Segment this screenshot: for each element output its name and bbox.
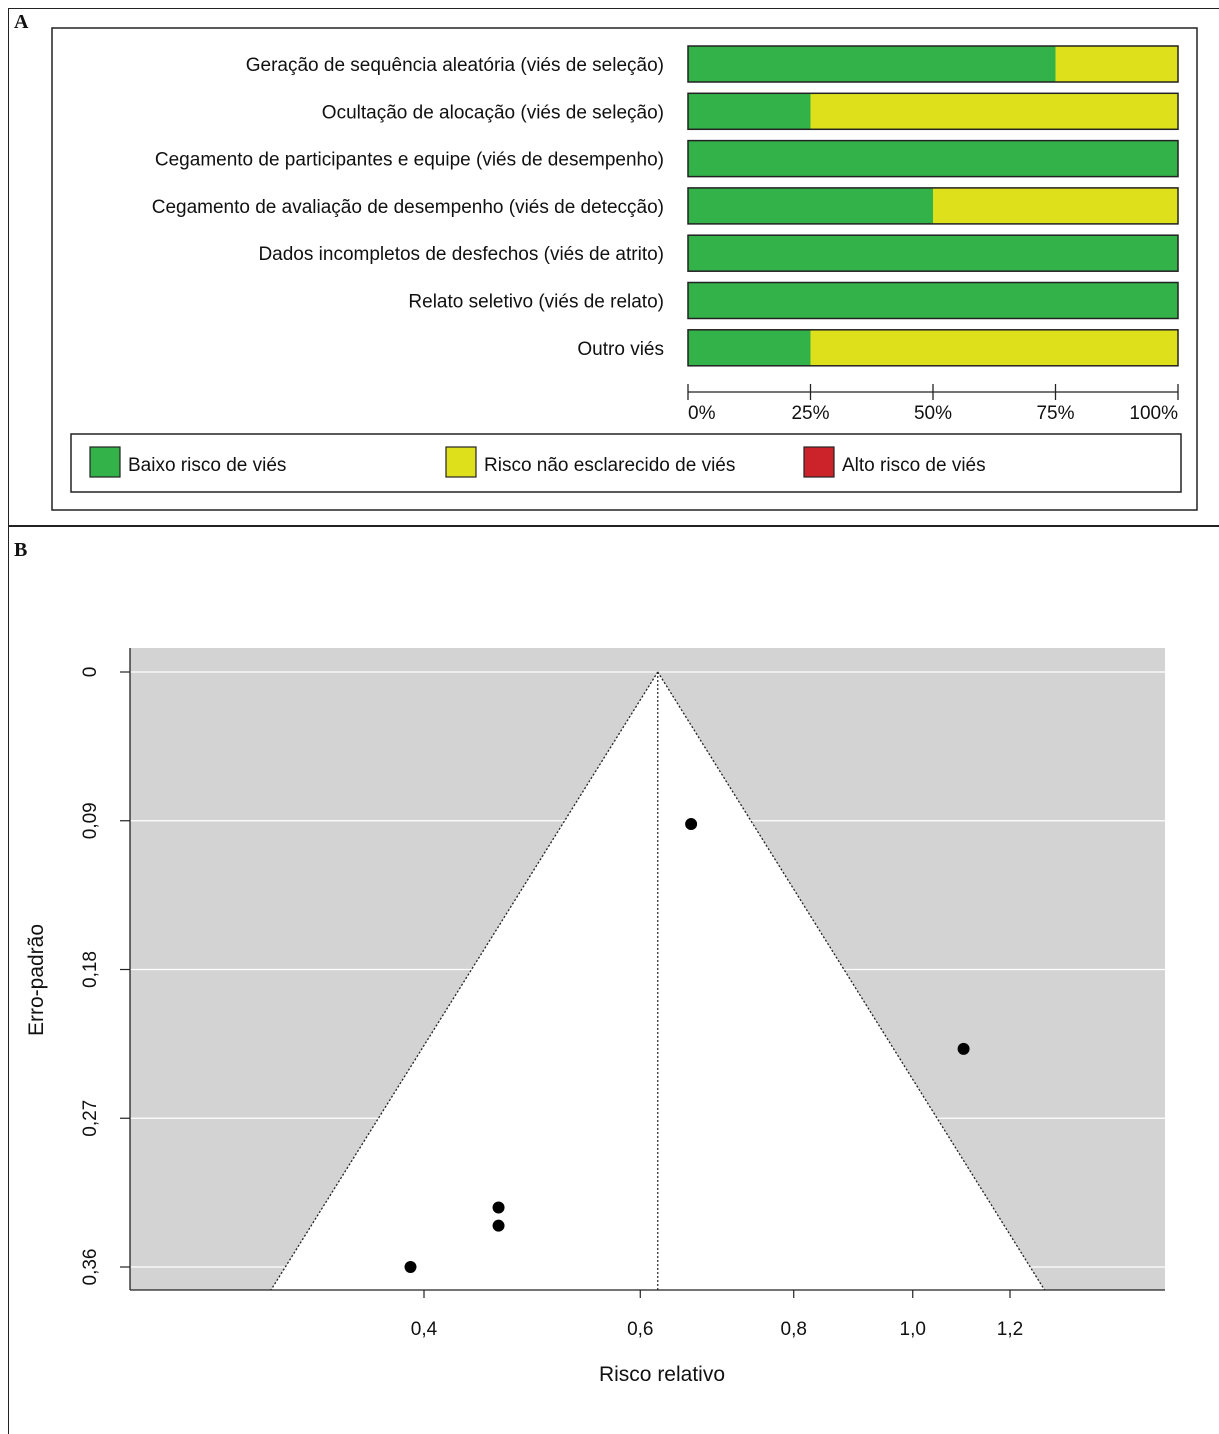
legend-swatch (445, 446, 477, 478)
bar-segment (688, 46, 1056, 82)
study-point (404, 1261, 417, 1273)
category-label: Geração de sequência aleatória (viés de … (246, 55, 664, 76)
bar-outline (687, 45, 1179, 83)
legend-label: Alto risco de viés (842, 455, 986, 476)
panel-b-tag: B (14, 539, 28, 561)
bar-segment (1055, 46, 1178, 82)
x-tick-label: 75% (1036, 403, 1074, 424)
x-tick-label: 25% (791, 403, 829, 424)
panel-a-tag: A (14, 11, 29, 33)
bar-segment (688, 329, 811, 366)
bar-outline (687, 92, 1179, 131)
category-label: Cegamento de avaliação de desempenho (vi… (152, 197, 664, 218)
category-label: Ocultação de alocação (viés de seleção) (322, 102, 664, 123)
bar-outline (687, 139, 1179, 178)
x-tick-label: 1,0 (900, 1319, 926, 1340)
bar-segment (810, 329, 1178, 366)
x-tick-label: 0% (688, 403, 716, 424)
panel-b-border (8, 526, 1219, 1434)
legend-swatch (803, 446, 835, 478)
bar-segment (688, 140, 1178, 177)
bar-outline (687, 187, 1179, 225)
bar-segment (688, 282, 1178, 319)
bar-outline (687, 329, 1179, 367)
category-label: Cegamento de participantes e equipe (vié… (155, 150, 664, 171)
x-tick-label: 50% (914, 403, 952, 424)
x-axis-label: Risco relativo (599, 1363, 725, 1386)
panel-a-border (8, 8, 1219, 526)
study-point (685, 818, 698, 831)
x-tick-label: 0,6 (627, 1319, 653, 1340)
study-point (492, 1201, 505, 1214)
legend-swatch (89, 446, 121, 478)
bar-segment (810, 93, 1178, 130)
category-label: Relato seletivo (viés de relato) (408, 292, 664, 313)
risk-of-bias-chart: Geração de sequência aleatória (viés de … (51, 27, 1198, 511)
funnel-right-limit (657, 671, 1046, 1291)
y-axis-label: Erro-padrão (25, 924, 48, 1036)
y-tick-label: 0,09 (80, 802, 101, 839)
category-label: Dados incompletos de desfechos (viés de … (258, 244, 664, 265)
y-tick-label: 0,36 (80, 1249, 101, 1286)
y-tick-label: 0,18 (80, 951, 101, 988)
category-label: Outro viés (577, 339, 664, 360)
bar-segment (688, 93, 811, 130)
x-tick-label: 0,4 (411, 1319, 438, 1340)
legend-label: Baixo risco de viés (128, 455, 286, 476)
bar-segment (933, 187, 1178, 224)
x-tick-label: 0,8 (781, 1319, 807, 1340)
y-tick-label: 0,27 (80, 1100, 101, 1137)
bar-outline (687, 234, 1179, 272)
x-tick-label: 100% (1129, 403, 1178, 424)
legend-label: Risco não esclarecido de viés (484, 455, 735, 476)
y-tick-label: 0 (80, 667, 101, 678)
bar-segment (688, 187, 933, 224)
x-tick-label: 1,2 (997, 1319, 1023, 1340)
chart-frame (51, 27, 1198, 511)
study-point (492, 1219, 505, 1232)
study-point (957, 1042, 970, 1055)
funnel-left-limit (270, 671, 659, 1291)
bar-outline (687, 281, 1179, 320)
bar-segment (688, 235, 1178, 272)
legend-frame (70, 433, 1182, 493)
funnel-plot: 0 0,09 0,18 0,27 0,36 0,4 0,6 0,8 1,0 1,2 Risco re… (25, 648, 1165, 1386)
